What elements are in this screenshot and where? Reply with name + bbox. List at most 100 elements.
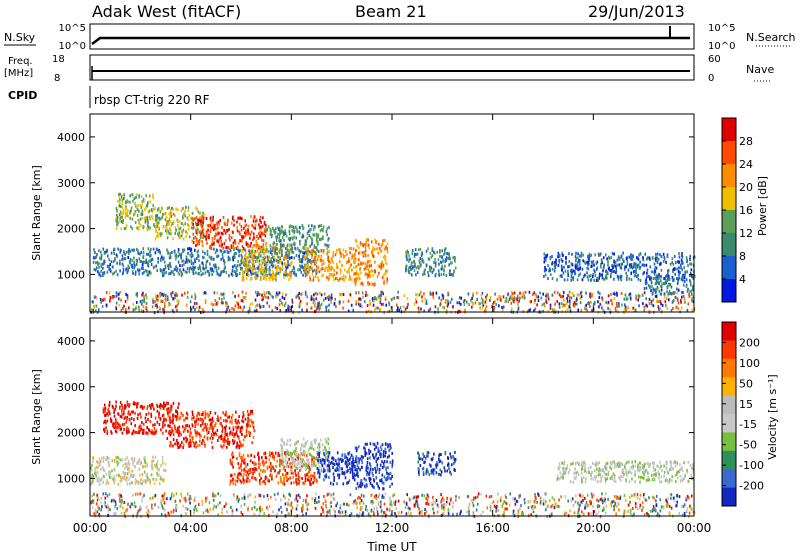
nsearch-label: N.Search bbox=[746, 31, 796, 44]
power-region-0 bbox=[90, 290, 696, 315]
power-region-4 bbox=[191, 215, 267, 250]
power-colorbar-tick: 12 bbox=[739, 227, 753, 240]
velocity-ytick-label: 2000 bbox=[57, 427, 85, 440]
nave-tick-low: 0 bbox=[708, 73, 714, 84]
power-region-7 bbox=[304, 247, 356, 282]
power-ytick-label: 1000 bbox=[57, 268, 85, 281]
velocity-region-2 bbox=[166, 409, 256, 450]
power-colorbar-tick: 8 bbox=[739, 250, 746, 263]
velocity-ytick-label: 4000 bbox=[57, 335, 85, 348]
power-colorbar-segment bbox=[722, 279, 736, 303]
velocity-scatter bbox=[90, 400, 696, 519]
velocity-region-1 bbox=[102, 400, 180, 436]
velocity-colorbar-tick: 100 bbox=[739, 357, 760, 370]
velocity-colorbar: 200 100 50 15 -15 -50 -100 -200 bbox=[721, 321, 764, 507]
power-panel: 1000 2000 3000 4000 Slant Range [km] 28 24 20… bbox=[30, 113, 769, 315]
power-colorbar-tick: 20 bbox=[739, 181, 753, 194]
nsky-label: N.Sky bbox=[4, 31, 36, 44]
time-tick-label: 16:00 bbox=[475, 521, 510, 535]
velocity-region-0 bbox=[90, 492, 696, 519]
noise-trace bbox=[91, 36, 690, 45]
velocity-colorbar-segment bbox=[722, 358, 736, 378]
power-colorbar-segment bbox=[722, 233, 736, 257]
power-colorbar-segment bbox=[722, 256, 736, 280]
velocity-colorbar-tick: -50 bbox=[739, 439, 757, 452]
power-region-11 bbox=[643, 274, 696, 296]
velocity-colorbar-tick: -15 bbox=[739, 418, 757, 431]
velocity-colorbar-segment bbox=[722, 340, 736, 360]
velocity-colorbar-segment bbox=[722, 377, 736, 397]
time-tick-label: 20:00 bbox=[576, 521, 611, 535]
velocity-colorbar-segment bbox=[722, 450, 736, 470]
frequency-panel: Freq. [MHz] 18 8 60 0 Nave bbox=[4, 54, 774, 84]
velocity-colorbar-segment bbox=[722, 432, 736, 452]
power-colorbar-label: Power [dB] bbox=[756, 176, 769, 236]
velocity-ytick-label: 1000 bbox=[57, 472, 85, 485]
velocity-region-7 bbox=[354, 441, 394, 491]
velocity-colorbar-segment bbox=[722, 322, 736, 341]
power-colorbar-segment bbox=[722, 141, 736, 165]
nsky-tick-low: 10^0 bbox=[59, 41, 86, 52]
velocity-region-8 bbox=[417, 450, 457, 477]
velocity-colorbar-tick: 50 bbox=[739, 377, 753, 390]
velocity-ylabel: Slant Range [km] bbox=[30, 369, 43, 465]
velocity-colorbar-segment bbox=[722, 487, 736, 507]
power-colorbar-segment bbox=[722, 187, 736, 211]
power-colorbar-tick: 4 bbox=[739, 273, 746, 286]
velocity-region-3 bbox=[229, 450, 318, 486]
cpid-value: rbsp CT-trig 220 RF bbox=[94, 93, 210, 107]
time-axis-label: Time UT bbox=[366, 540, 417, 554]
station-title: Adak West (fitACF) bbox=[92, 2, 241, 21]
power-colorbar-segment bbox=[722, 164, 736, 188]
nsky-tick-high: 10^5 bbox=[59, 23, 86, 34]
cpid-label: CPID bbox=[8, 89, 37, 102]
velocity-colorbar-segment bbox=[722, 395, 736, 415]
power-ytick-label: 4000 bbox=[57, 131, 85, 144]
power-ytick-label: 2000 bbox=[57, 223, 85, 236]
beam-title: Beam 21 bbox=[355, 2, 427, 21]
nave-label: Nave bbox=[746, 63, 774, 76]
power-region-8 bbox=[354, 238, 389, 287]
freq-label-2: [MHz] bbox=[4, 68, 33, 79]
velocity-colorbar-label: Velocity [m s⁻¹] bbox=[766, 374, 779, 459]
power-colorbar-tick: 28 bbox=[739, 135, 753, 148]
velocity-colorbar-tick: 200 bbox=[739, 336, 760, 349]
nsearch-tick-high: 10^5 bbox=[708, 23, 735, 34]
velocity-colorbar-tick: 15 bbox=[739, 398, 753, 411]
time-tick-label: 04:00 bbox=[173, 521, 208, 535]
power-colorbar-tick: 24 bbox=[739, 158, 753, 171]
power-region-10 bbox=[543, 251, 696, 282]
velocity-region-4 bbox=[90, 455, 167, 486]
power-colorbar: 28 24 20 16 12 8 4 bbox=[721, 117, 753, 303]
velocity-colorbar-segment bbox=[722, 469, 736, 489]
freq-tick-low: 8 bbox=[54, 73, 60, 84]
time-tick-label: 08:00 bbox=[274, 521, 309, 535]
power-colorbar-segment bbox=[722, 210, 736, 234]
velocity-colorbar-tick: -200 bbox=[739, 480, 764, 493]
power-ytick-label: 3000 bbox=[57, 177, 85, 190]
power-region-9 bbox=[405, 247, 457, 278]
time-tick-label: 00:00 bbox=[677, 521, 712, 535]
velocity-colorbar-tick: -100 bbox=[739, 459, 764, 472]
nave-tick-high: 60 bbox=[708, 54, 721, 65]
velocity-region-5 bbox=[279, 437, 331, 472]
power-ylabel: Slant Range [km] bbox=[30, 165, 43, 261]
velocity-region-6 bbox=[316, 450, 356, 486]
date-title: 29/Jun/2013 bbox=[588, 2, 685, 21]
freq-tick-high: 18 bbox=[52, 54, 65, 65]
time-tick-label: 12:00 bbox=[375, 521, 410, 535]
power-scatter bbox=[90, 192, 696, 315]
power-region-6 bbox=[266, 224, 330, 255]
power-colorbar-tick: 16 bbox=[739, 204, 753, 217]
velocity-ytick-label: 3000 bbox=[57, 381, 85, 394]
power-colorbar-segment bbox=[722, 118, 736, 142]
velocity-panel: 1000 2000 3000 4000 00:00 04:00 08:00 12:00 16:0… bbox=[30, 317, 779, 554]
nsearch-tick-low: 10^0 bbox=[708, 41, 735, 52]
power-region-2 bbox=[115, 192, 155, 232]
time-tick-label: 00:00 bbox=[73, 521, 108, 535]
velocity-region-9 bbox=[556, 460, 695, 484]
power-region-5 bbox=[241, 242, 293, 282]
noise-panel: N.Sky 10^5 10^0 10^5 10^0 N.Search bbox=[4, 23, 796, 52]
velocity-colorbar-segment bbox=[722, 414, 736, 433]
